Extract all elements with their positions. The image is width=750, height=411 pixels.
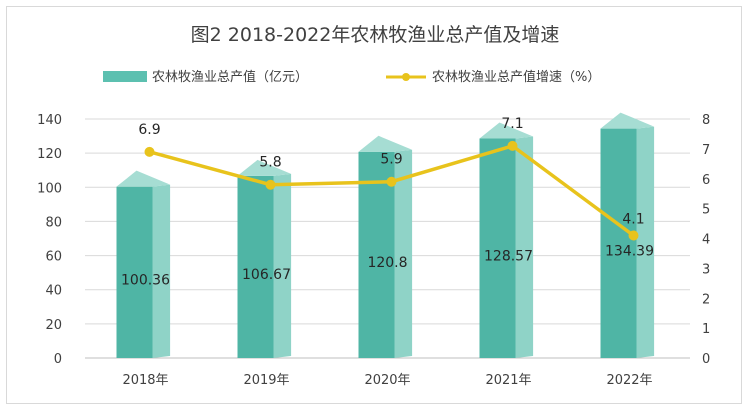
bar-data-label: 106.67 [242, 267, 291, 283]
growth-data-label: 4.1 [622, 212, 644, 228]
bar-front [600, 128, 637, 358]
bar-front [479, 138, 516, 358]
growth-line: 6.9 5.8 5.9 7.1 4.1 [138, 116, 645, 241]
x-tick-label: 2018年 [122, 373, 168, 388]
growth-data-label: 6.9 [138, 122, 160, 138]
right-tick-label: 6 [702, 173, 710, 188]
bar: 106.67 [237, 159, 292, 358]
bar: 100.36 [116, 170, 171, 358]
right-tick-label: 2 [702, 292, 710, 307]
growth-point [144, 146, 155, 157]
legend: 农林牧渔业总产值（亿元） 农林牧渔业总产值增速（%） [103, 69, 600, 85]
legend-label-line: 农林牧渔业总产值增速（%） [432, 69, 600, 85]
bar-data-label: 128.57 [484, 248, 533, 264]
x-tick-label: 2021年 [485, 373, 531, 388]
legend-label-bar: 农林牧渔业总产值（亿元） [152, 69, 308, 85]
x-tick-label: 2020年 [364, 373, 410, 388]
bar-top [358, 135, 413, 152]
left-tick-label: 140 [37, 113, 62, 128]
bar: 128.57 [479, 122, 534, 358]
chart-title: 图2 2018-2022年农林牧渔业总产值及增速 [191, 24, 560, 46]
bar-side [515, 136, 534, 358]
right-tick-label: 0 [702, 352, 710, 367]
bar-top [600, 112, 655, 129]
bar-data-label: 120.8 [367, 255, 407, 271]
bars: 100.36 106.67 120.8 128.57 134.39 [116, 112, 655, 358]
growth-data-label: 7.1 [501, 116, 523, 132]
left-tick-label: 100 [37, 181, 62, 196]
right-tick-label: 3 [702, 262, 710, 277]
right-tick-label: 1 [702, 322, 710, 337]
bar-side [152, 184, 171, 358]
growth-point [628, 230, 639, 241]
bar-top [116, 170, 171, 187]
growth-data-label: 5.9 [380, 152, 402, 168]
left-tick-label: 40 [45, 284, 62, 299]
bar-front [358, 151, 395, 358]
right-tick-label: 5 [702, 203, 710, 218]
right-axis-ticks: 0 1 2 3 4 5 6 7 8 [702, 113, 710, 367]
legend-swatch-marker [402, 73, 410, 81]
bar-front [237, 175, 274, 358]
left-tick-label: 20 [45, 318, 62, 333]
growth-point [265, 179, 276, 190]
bar-front [116, 186, 153, 358]
bar-data-label: 134.39 [605, 243, 654, 259]
left-tick-label: 80 [45, 215, 62, 230]
bar: 120.8 [358, 135, 413, 358]
x-tick-label: 2019年 [243, 373, 289, 388]
right-tick-label: 7 [702, 143, 710, 158]
left-axis-ticks: 0 20 40 60 80 100 120 140 [37, 113, 62, 367]
bar-data-label: 100.36 [121, 272, 170, 288]
bar-top [237, 159, 292, 176]
left-tick-label: 0 [54, 352, 62, 367]
legend-swatch-bar [103, 71, 147, 82]
bar-top [479, 122, 534, 139]
growth-point [386, 176, 397, 187]
left-tick-label: 60 [45, 250, 62, 265]
bar-side [394, 149, 413, 358]
bar-side [636, 126, 655, 358]
x-axis-ticks: 2018年 2019年 2020年 2021年 2022年 [122, 373, 652, 388]
right-tick-label: 4 [702, 233, 710, 248]
bar: 134.39 [600, 112, 655, 358]
bar-side [273, 173, 292, 358]
left-tick-label: 120 [37, 147, 62, 162]
growth-point [507, 140, 518, 151]
x-tick-label: 2022年 [606, 373, 652, 388]
growth-data-label: 5.8 [259, 155, 281, 171]
right-tick-label: 8 [702, 113, 710, 128]
